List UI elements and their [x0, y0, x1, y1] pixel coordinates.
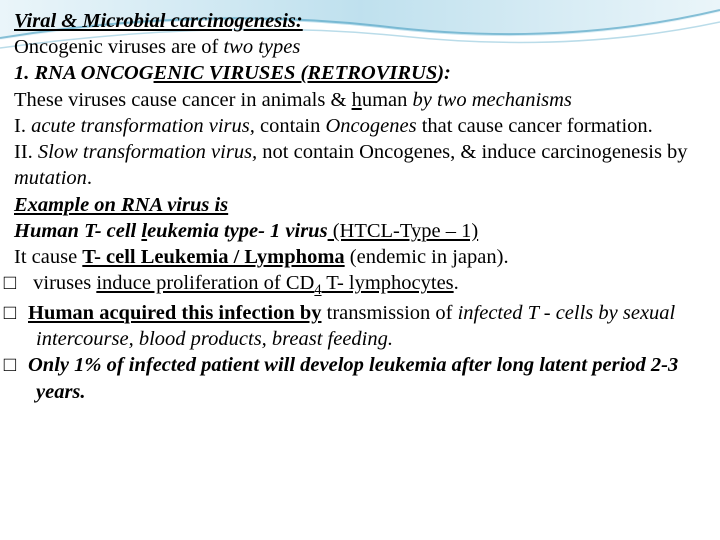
square-bullet-icon: □: [14, 300, 28, 326]
square-bullet-icon: □: [14, 352, 28, 378]
line-htcl: Human T- cell leukemia type- 1 virus (HT…: [14, 218, 706, 244]
line-slow: II. Slow transformation virus, not conta…: [14, 139, 706, 191]
bullet-transmission: □Human acquired this infection by transm…: [14, 300, 706, 352]
bullet-latent: □Only 1% of infected patient will develo…: [14, 352, 706, 404]
bullet-proliferation: □ viruses induce proliferation of CD4 T-…: [14, 270, 706, 299]
line-leukemia: It cause T- cell Leukemia / Lymphoma (en…: [14, 244, 706, 270]
line-rna-heading: 1. RNA ONCOGENIC VIRUSES (RETROVIRUS):: [14, 60, 706, 86]
line-example-heading: Example on RNA virus is: [14, 192, 706, 218]
line-oncogenic: Oncogenic viruses are of two types: [14, 34, 706, 60]
line-acute: I. acute transformation virus, contain O…: [14, 113, 706, 139]
slide-content: Viral & Microbial carcinogenesis: Oncoge…: [0, 0, 720, 405]
line-mechanisms: These viruses cause cancer in animals & …: [14, 87, 706, 113]
title: Viral & Microbial carcinogenesis:: [14, 8, 706, 34]
square-bullet-icon: □: [14, 270, 28, 296]
